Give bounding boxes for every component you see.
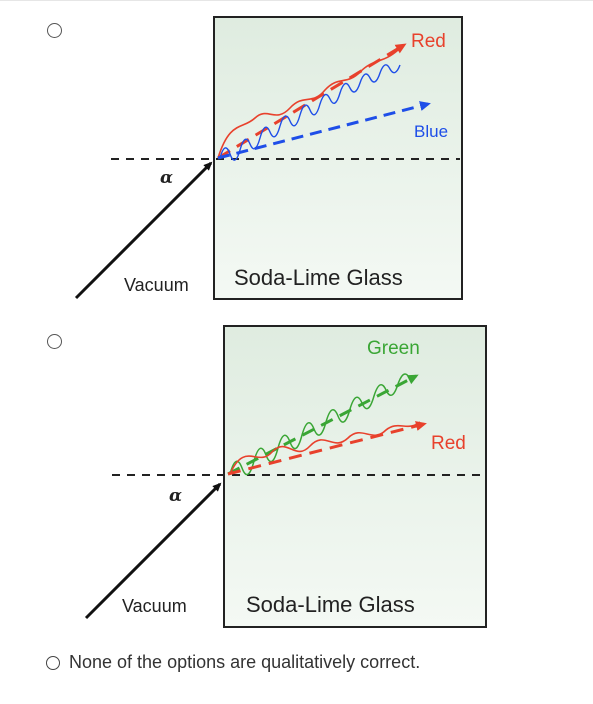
angle-label: α bbox=[169, 486, 182, 506]
glass-block bbox=[223, 325, 487, 628]
blue-wave bbox=[219, 64, 401, 161]
option-1-diagram: α Red Blue Vacuum Soda-Lime Glass bbox=[74, 16, 463, 300]
red-ray bbox=[227, 421, 427, 476]
none-option-radio[interactable] bbox=[46, 655, 60, 670]
red-wave bbox=[229, 421, 421, 475]
none-option[interactable]: None of the options are qualitatively co… bbox=[46, 652, 420, 673]
blue-label: Blue bbox=[414, 122, 448, 141]
green-wave bbox=[229, 373, 411, 476]
blue-ray bbox=[217, 101, 431, 160]
option-1-radio[interactable] bbox=[47, 23, 62, 38]
red-wave bbox=[217, 49, 399, 159]
glass-label: Soda-Lime Glass bbox=[246, 592, 415, 617]
glass-label: Soda-Lime Glass bbox=[234, 265, 403, 290]
vacuum-label: Vacuum bbox=[122, 596, 187, 616]
incident-ray bbox=[74, 161, 213, 300]
green-ray bbox=[227, 374, 419, 476]
red-label: Red bbox=[431, 433, 466, 454]
option-2-radio[interactable] bbox=[47, 334, 62, 349]
red-label: Red bbox=[411, 31, 446, 52]
top-divider bbox=[0, 0, 593, 1]
none-option-label: None of the options are qualitatively co… bbox=[69, 652, 421, 672]
vacuum-label: Vacuum bbox=[124, 275, 189, 295]
green-label: Green bbox=[367, 338, 420, 359]
incident-ray bbox=[84, 482, 222, 620]
option-2-diagram: α Green Red Vacuum Soda-Lime Glass bbox=[84, 325, 487, 628]
angle-label: α bbox=[160, 168, 173, 188]
